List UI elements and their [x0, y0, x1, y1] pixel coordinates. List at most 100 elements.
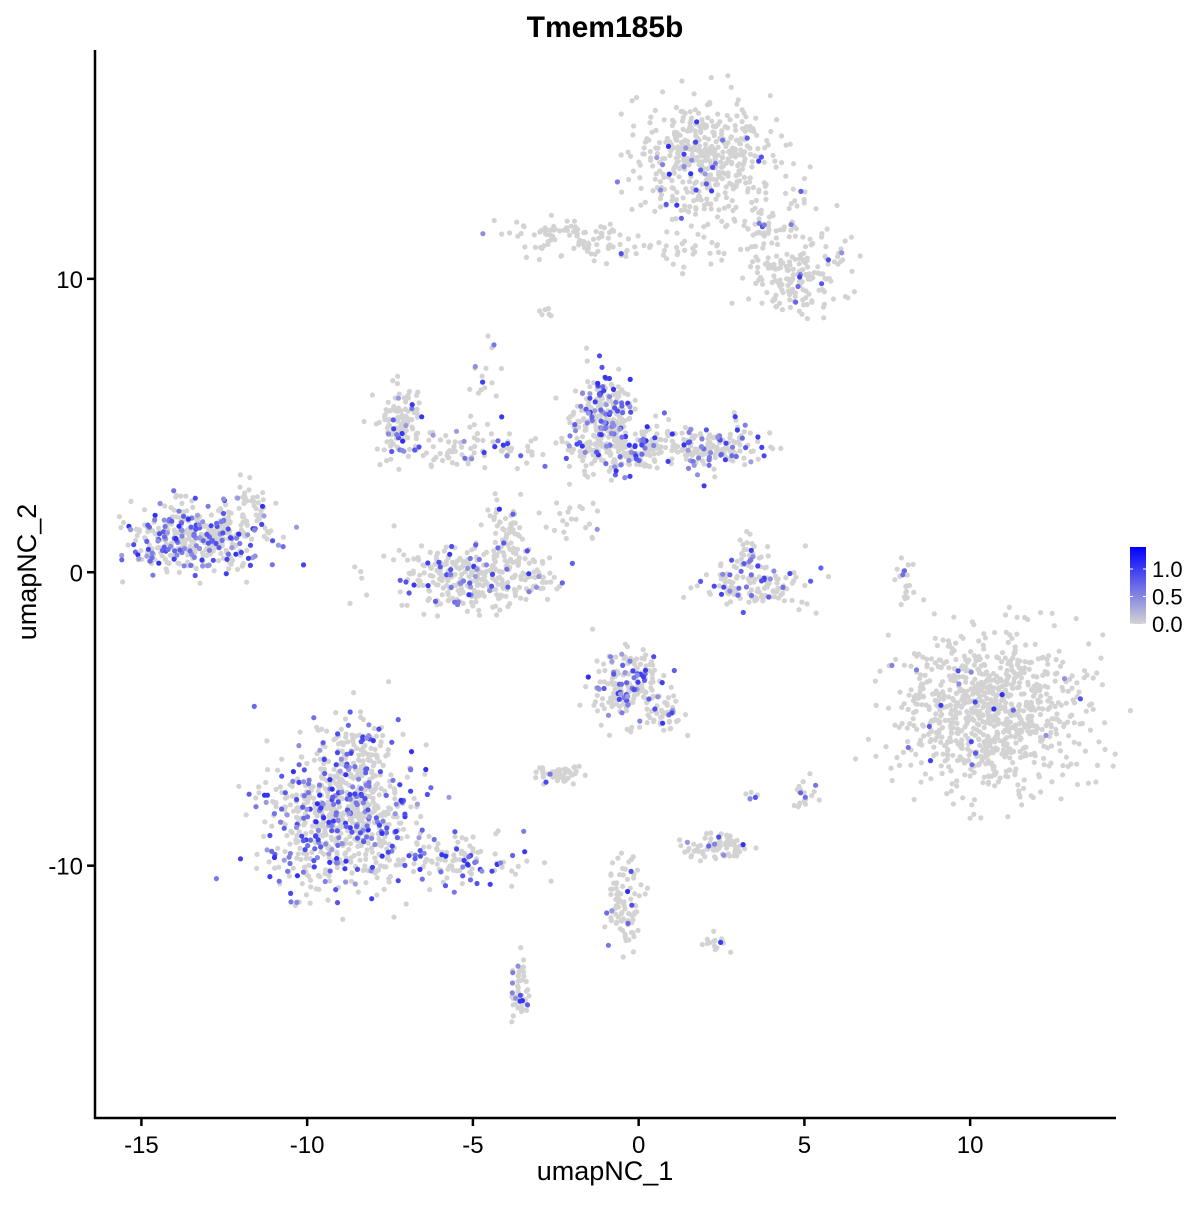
cell-point — [218, 550, 224, 557]
cell-point — [630, 132, 636, 138]
cell-point — [657, 204, 664, 210]
cell-point — [674, 230, 680, 236]
cell-point — [971, 725, 977, 732]
cell-point — [349, 829, 355, 835]
cell-point — [994, 729, 1000, 735]
cell-point — [691, 841, 697, 847]
cell-point — [394, 432, 400, 438]
cell-point — [703, 181, 710, 187]
cell-point — [964, 688, 970, 694]
cell-point — [192, 572, 198, 579]
cell-point — [950, 752, 956, 758]
cell-point — [1056, 740, 1062, 747]
cell-point — [476, 607, 482, 613]
cell-point — [849, 268, 855, 274]
cell-point — [733, 204, 739, 210]
cell-point — [528, 438, 534, 444]
cell-point — [372, 773, 378, 779]
cell-point — [225, 509, 231, 515]
cell-point — [908, 663, 914, 669]
cell-point — [244, 579, 250, 585]
cell-point — [281, 857, 287, 863]
cell-point — [821, 289, 828, 295]
cell-point — [732, 414, 738, 420]
cell-point — [1002, 612, 1009, 618]
cell-point — [651, 667, 658, 673]
cell-point — [383, 864, 389, 870]
cell-point — [358, 739, 364, 745]
cell-point — [1060, 762, 1066, 769]
cell-point — [958, 664, 965, 671]
cell-point — [260, 490, 266, 496]
cell-point — [623, 253, 629, 259]
cell-point — [1077, 696, 1083, 702]
cell-point — [630, 668, 636, 674]
cell-point — [595, 380, 601, 386]
cell-point — [669, 438, 676, 444]
cell-point — [1018, 675, 1024, 681]
cell-point — [1074, 680, 1080, 686]
cell-point — [749, 159, 755, 165]
cell-point — [366, 793, 372, 800]
cell-point — [729, 557, 735, 563]
cell-point — [755, 264, 761, 270]
cell-point — [452, 448, 458, 454]
cell-point — [946, 665, 952, 671]
cell-point — [657, 179, 664, 185]
cell-point — [609, 675, 615, 681]
cell-point — [563, 535, 569, 542]
cell-point — [712, 452, 718, 458]
cell-point — [1061, 721, 1067, 727]
cell-point — [219, 537, 225, 544]
cell-point — [376, 759, 382, 765]
cell-point — [335, 799, 341, 805]
cell-point — [134, 532, 140, 539]
cell-point — [587, 391, 593, 397]
cell-point — [673, 244, 680, 251]
cell-point — [949, 730, 955, 736]
cell-point — [509, 445, 515, 451]
cell-point — [416, 557, 422, 563]
cell-point — [396, 862, 402, 868]
cell-point — [1060, 772, 1066, 778]
cell-point — [418, 813, 424, 820]
cell-point — [905, 738, 911, 745]
cell-point — [885, 705, 892, 711]
cell-point — [1060, 659, 1066, 665]
cell-point — [783, 173, 789, 179]
cell-point — [374, 446, 380, 452]
cell-point — [608, 695, 614, 701]
cell-point — [347, 600, 353, 607]
cell-point — [911, 589, 917, 596]
cell-point — [583, 684, 589, 690]
cell-point — [665, 143, 672, 149]
cell-point — [362, 796, 368, 802]
cell-point — [755, 257, 761, 263]
cell-point — [325, 897, 331, 903]
cell-point — [653, 171, 659, 177]
cell-point — [787, 570, 793, 577]
cell-point — [480, 437, 486, 443]
cell-point — [819, 231, 825, 237]
cell-point — [939, 770, 945, 777]
cell-point — [968, 739, 974, 745]
cell-point — [373, 421, 379, 427]
cell-point — [934, 643, 941, 649]
cell-point — [618, 681, 625, 687]
cell-point — [704, 831, 710, 837]
cell-point — [258, 508, 264, 514]
cell-point — [272, 865, 278, 871]
cell-point — [763, 196, 769, 202]
cell-point — [515, 863, 521, 870]
cell-point — [797, 256, 803, 262]
cell-point — [1081, 668, 1088, 674]
cell-point — [727, 853, 733, 859]
cell-point — [655, 145, 661, 151]
cell-point — [613, 885, 619, 891]
cell-point — [594, 449, 600, 455]
cell-point — [178, 493, 184, 499]
cell-point — [615, 384, 621, 390]
cell-point — [582, 772, 588, 778]
cell-point — [771, 273, 777, 279]
cell-point — [694, 196, 700, 202]
